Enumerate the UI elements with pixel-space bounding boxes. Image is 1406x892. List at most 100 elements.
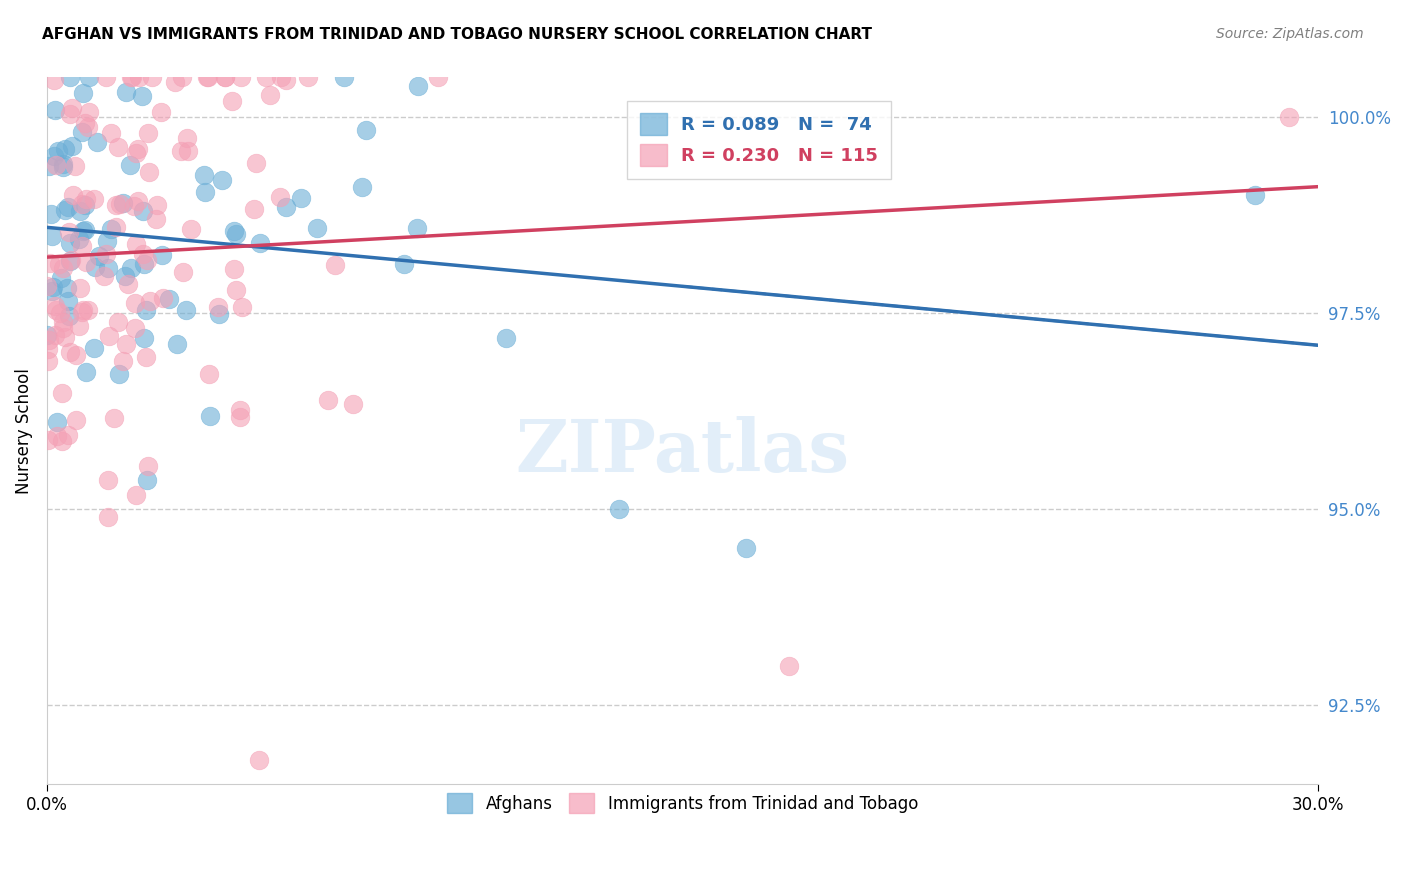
- Point: [45, 302, 67, 317]
- Point: [125, 488, 148, 502]
- Point: [198, 409, 221, 423]
- Point: [44, 328, 66, 343]
- Point: [1278, 110, 1301, 124]
- Point: [60, 139, 83, 153]
- Point: [228, 403, 250, 417]
- Point: [62, 188, 84, 202]
- Point: [37, 328, 59, 343]
- Point: [259, 88, 281, 103]
- Point: [58, 226, 80, 240]
- Point: [48, 257, 70, 271]
- Point: [73, 116, 96, 130]
- Point: [44, 299, 66, 313]
- Point: [195, 70, 218, 85]
- Point: [46, 428, 69, 442]
- Point: [72, 224, 94, 238]
- Point: [138, 294, 160, 309]
- Point: [69, 204, 91, 219]
- Point: [107, 140, 129, 154]
- Point: [97, 329, 120, 343]
- Legend: Afghans, Immigrants from Trinidad and Tobago: Afghans, Immigrants from Trinidad and To…: [436, 781, 929, 825]
- Point: [37, 279, 59, 293]
- Point: [406, 221, 429, 235]
- Point: [135, 350, 157, 364]
- Point: [107, 315, 129, 329]
- Point: [350, 179, 373, 194]
- Point: [108, 196, 131, 211]
- Point: [778, 659, 800, 673]
- Point: [112, 195, 135, 210]
- Point: [94, 246, 117, 260]
- Point: [249, 235, 271, 250]
- Point: [77, 302, 100, 317]
- Point: [297, 70, 319, 85]
- Point: [229, 410, 252, 425]
- Point: [132, 257, 155, 271]
- Point: [124, 321, 146, 335]
- Point: [117, 277, 139, 291]
- Point: [125, 146, 148, 161]
- Text: Source: ZipAtlas.com: Source: ZipAtlas.com: [1216, 27, 1364, 41]
- Point: [70, 125, 93, 139]
- Point: [120, 260, 142, 275]
- Point: [51, 385, 73, 400]
- Point: [125, 237, 148, 252]
- Point: [86, 135, 108, 149]
- Point: [42, 280, 65, 294]
- Point: [41, 284, 63, 298]
- Point: [392, 257, 415, 271]
- Point: [193, 168, 215, 182]
- Point: [59, 107, 82, 121]
- Point: [135, 303, 157, 318]
- Point: [495, 330, 517, 344]
- Point: [65, 412, 87, 426]
- Point: [100, 221, 122, 235]
- Point: [58, 294, 80, 309]
- Point: [58, 309, 80, 323]
- Point: [269, 190, 291, 204]
- Point: [136, 458, 159, 473]
- Point: [135, 253, 157, 268]
- Point: [120, 70, 142, 85]
- Point: [122, 199, 145, 213]
- Point: [94, 70, 117, 85]
- Point: [75, 223, 97, 237]
- Point: [45, 158, 67, 172]
- Point: [166, 337, 188, 351]
- Point: [607, 502, 630, 516]
- Point: [44, 103, 66, 117]
- Point: [323, 258, 346, 272]
- Point: [65, 348, 87, 362]
- Point: [221, 94, 243, 108]
- Y-axis label: Nursery School: Nursery School: [15, 368, 32, 493]
- Point: [274, 73, 297, 87]
- Point: [132, 247, 155, 261]
- Point: [198, 367, 221, 381]
- Point: [39, 255, 62, 269]
- Point: [141, 70, 163, 85]
- Point: [58, 428, 80, 442]
- Point: [59, 345, 82, 359]
- Point: [93, 269, 115, 284]
- Point: [104, 198, 127, 212]
- Point: [114, 268, 136, 283]
- Point: [270, 70, 292, 85]
- Point: [59, 254, 82, 268]
- Point: [165, 75, 187, 89]
- Point: [38, 159, 60, 173]
- Point: [41, 229, 63, 244]
- Point: [59, 235, 82, 250]
- Point: [170, 144, 193, 158]
- Point: [316, 392, 339, 407]
- Point: [70, 197, 93, 211]
- Point: [39, 207, 62, 221]
- Point: [49, 271, 72, 285]
- Point: [735, 541, 758, 556]
- Point: [136, 127, 159, 141]
- Point: [247, 753, 270, 767]
- Point: [53, 143, 76, 157]
- Point: [243, 202, 266, 217]
- Point: [225, 227, 247, 241]
- Point: [52, 157, 75, 171]
- Point: [38, 333, 60, 347]
